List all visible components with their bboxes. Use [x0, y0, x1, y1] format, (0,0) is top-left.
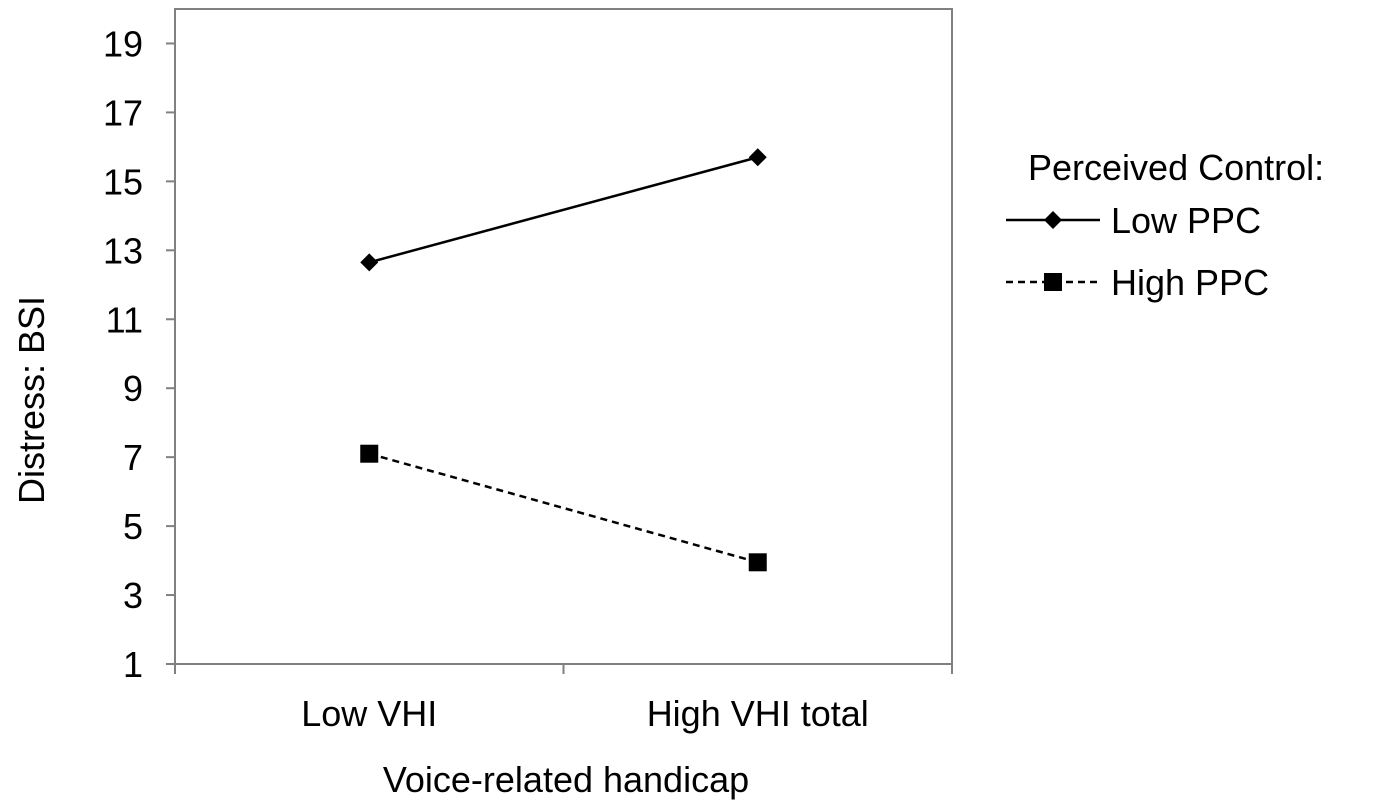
legend-title: Perceived Control:	[1028, 147, 1324, 188]
y-tick-label: 13	[103, 230, 143, 271]
y-axis-label: Distress: BSI	[11, 296, 52, 504]
series-layer	[360, 148, 767, 572]
series-line	[368, 452, 759, 564]
legend-item: High PPC	[1006, 262, 1269, 303]
data-point-square	[1044, 273, 1062, 291]
y-tick-label: 15	[103, 161, 143, 202]
data-point-diamond	[1044, 211, 1062, 229]
series-line	[368, 156, 759, 264]
legend-label: High PPC	[1111, 262, 1269, 303]
legend-item: Low PPC	[1006, 200, 1261, 241]
plot-frame	[174, 8, 953, 665]
legend: Perceived Control: Low PPC High PPC	[1006, 147, 1324, 303]
y-tick-label: 5	[123, 506, 143, 547]
y-tick-label: 7	[123, 437, 143, 478]
y-tick-label: 17	[103, 92, 143, 133]
x-tick-label: Low VHI	[301, 693, 437, 734]
data-point-square	[360, 444, 379, 463]
data-point-square	[748, 553, 767, 572]
data-point-diamond	[748, 148, 767, 167]
x-tick-label: High VHI total	[647, 693, 869, 734]
series-high-ppc	[360, 444, 767, 572]
x-axis-label: Voice-related handicap	[383, 759, 749, 800]
y-tick-label: 3	[123, 575, 143, 616]
y-tick-label: 11	[106, 299, 143, 340]
legend-label: Low PPC	[1111, 200, 1261, 241]
data-point-diamond	[360, 253, 379, 272]
y-tick-label: 19	[103, 23, 143, 64]
y-tick-label: 9	[123, 368, 143, 409]
series-low-ppc	[360, 148, 767, 272]
x-axis: Low VHI High VHI total	[174, 664, 953, 734]
y-tick-label: 1	[123, 644, 143, 685]
